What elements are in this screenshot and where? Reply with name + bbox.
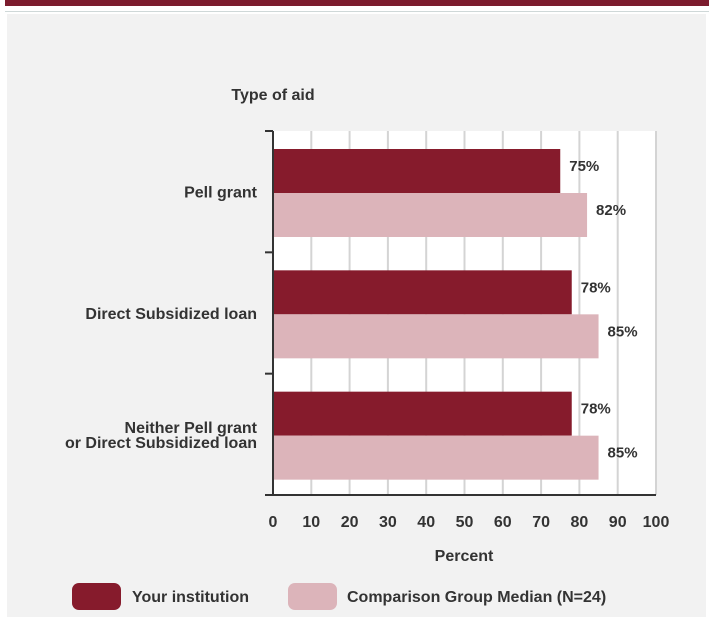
x-tick-label-100: 100 [643,514,670,531]
bar-s0-c0 [273,149,561,193]
data-label-s1-c0: 82% [596,202,626,219]
legend-swatch-comparison [288,583,337,610]
x-tick-label-0: 0 [269,514,278,531]
chart-title: Type of aid [231,87,314,104]
data-label-s0-c0: 75% [569,158,599,175]
x-tick-label-10: 10 [302,514,320,531]
bar-s0-c2 [273,391,572,436]
x-tick-label-50: 50 [456,514,474,531]
bars: 75% 82% 78% 85% 78% 85% [273,149,638,480]
legend-label-institution: Your institution [132,589,249,606]
legend-swatch-institution [72,583,121,610]
x-tick-label-90: 90 [609,514,627,531]
legend-label-comparison: Comparison Group Median (N=24) [347,589,606,606]
category-label-2-0: Neither Pell grant [125,420,258,437]
axes [265,130,656,496]
x-axis-label: Percent [435,548,494,565]
header-rule [5,11,709,12]
category-label-1-0: Direct Subsidized loan [85,306,257,323]
x-tick-label-70: 70 [532,514,550,531]
data-label-s1-c2: 85% [608,445,638,462]
bar-s1-c0 [273,193,588,237]
x-tick-label-40: 40 [417,514,435,531]
data-label-s0-c2: 78% [581,401,611,418]
x-tick-label-80: 80 [571,514,589,531]
bar-s1-c1 [273,314,599,359]
bar-s0-c1 [273,270,572,315]
category-label-0-0: Pell grant [184,185,258,202]
x-tick-label-20: 20 [341,514,359,531]
bar-s1-c2 [273,435,599,480]
header-accent-bar [5,0,709,6]
category-label-2-1: or Direct Subsidized loan [65,435,257,452]
legend: Your institution Comparison Group Median… [72,583,606,610]
data-label-s1-c1: 85% [608,323,638,340]
data-label-s0-c1: 78% [581,279,611,296]
x-tick-label-30: 30 [379,514,397,531]
x-tick-label-60: 60 [494,514,512,531]
x-tick-labels: 0 10 20 30 40 50 60 70 80 90 100 [269,514,670,531]
category-labels: Pell grant Direct Subsidized loan Neither … [65,185,258,452]
